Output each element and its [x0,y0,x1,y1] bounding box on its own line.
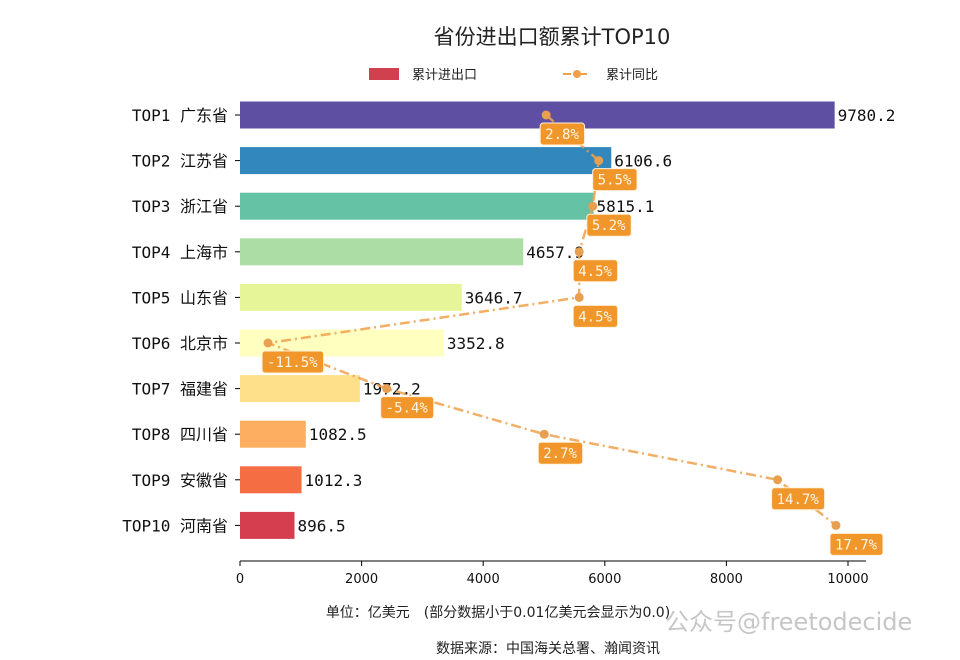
yoy-marker [831,520,841,530]
x-axis: 0 2000 4000 6000 8000 10000 [235,114,869,587]
yoy-marker [263,338,273,348]
bar-value-label: 3646.7 [465,288,523,307]
yoy-label: 4.5% [578,264,612,280]
yoy-label-box [539,122,586,146]
x-tick-label: 2000 [345,572,378,587]
yoy-marker [382,384,392,394]
yoy-label: -11.5% [267,355,318,371]
bar [240,511,295,539]
category-label: TOP5 山东省 [132,288,228,307]
bar [240,420,306,448]
bar-value-label: 896.5 [298,516,346,535]
bar [240,283,462,311]
yoy-label: 5.5% [598,173,632,189]
x-tick-label: 10000 [827,572,868,587]
legend-line-marker [573,70,581,78]
bar [240,466,302,494]
source-note: 数据来源：中国海关总署、瀚闻资讯 [436,641,660,657]
bar-value-label: 4657.9 [526,243,584,262]
yoy-label-box [829,532,884,556]
yoy-label-box [592,168,638,192]
bar [240,192,594,220]
category-label: TOP3 浙江省 [132,197,228,216]
yoy-marker [594,156,604,166]
yoy-marker [588,201,598,211]
bar-value-label: 9780.2 [838,106,896,125]
yoy-marker [539,429,549,439]
bar-value-label: 1082.5 [309,425,367,444]
category-label: TOP9 安徽省 [132,471,228,490]
bar-value-label: 5815.1 [597,197,655,216]
category-label: TOP4 上海市 [132,243,228,262]
category-label: TOP2 江苏省 [132,152,228,171]
chart-title: 省份进出口额累计TOP10 [434,25,671,49]
x-tick-label: 6000 [588,572,621,587]
yoy-label-box [572,304,619,328]
yoy-label: 14.7% [777,492,820,508]
yoy-label-box [586,213,632,237]
yoy-label-box [572,259,619,283]
category-label: TOP10 河南省 [122,516,228,535]
yoy-label: -5.4% [386,401,429,417]
x-tick-label: 4000 [467,572,500,587]
legend-line-label: 累计同比 [606,68,658,83]
yoy-label-box [261,350,325,374]
legend-bar-label: 累计进出口 [412,68,477,83]
category-label: TOP8 四川省 [132,425,228,444]
yoy-line [263,114,837,527]
yoy-label: 17.7% [835,537,878,553]
yoy-marker [574,247,584,257]
bar-value-label: 6106.6 [614,152,672,171]
legend-bar-swatch [369,68,399,80]
yoy-marker [773,475,783,485]
yoy-label: 2.8% [545,127,579,143]
yoy-label-box [537,441,584,465]
category-label: TOP6 北京市 [132,334,228,353]
x-axis-label: 单位：亿美元 (部分数据小于0.01亿美元会显示为0.0) [326,605,670,621]
legend: 累计进出口 累计同比 [369,68,658,83]
bar [240,147,612,175]
yoy-label: 4.5% [578,309,612,325]
yoy-marker [574,292,584,302]
bar-value-label: 1012.3 [305,471,363,490]
bar-value-label: 3352.8 [447,334,505,353]
x-tick-label: 8000 [710,572,743,587]
bar [240,238,524,266]
x-tick-label: 0 [236,572,244,587]
yoy-label: 5.2% [592,218,626,234]
category-label: TOP1 广东省 [132,106,228,125]
watermark: 公众号@freetodecide [665,608,912,636]
yoy-marker [541,110,551,120]
yoy-label-box [380,396,435,420]
yoy-label: 2.7% [543,446,577,462]
category-label: TOP7 福建省 [132,380,228,399]
bar [240,375,360,403]
bar [240,101,835,129]
yoy-label-box [771,487,826,511]
